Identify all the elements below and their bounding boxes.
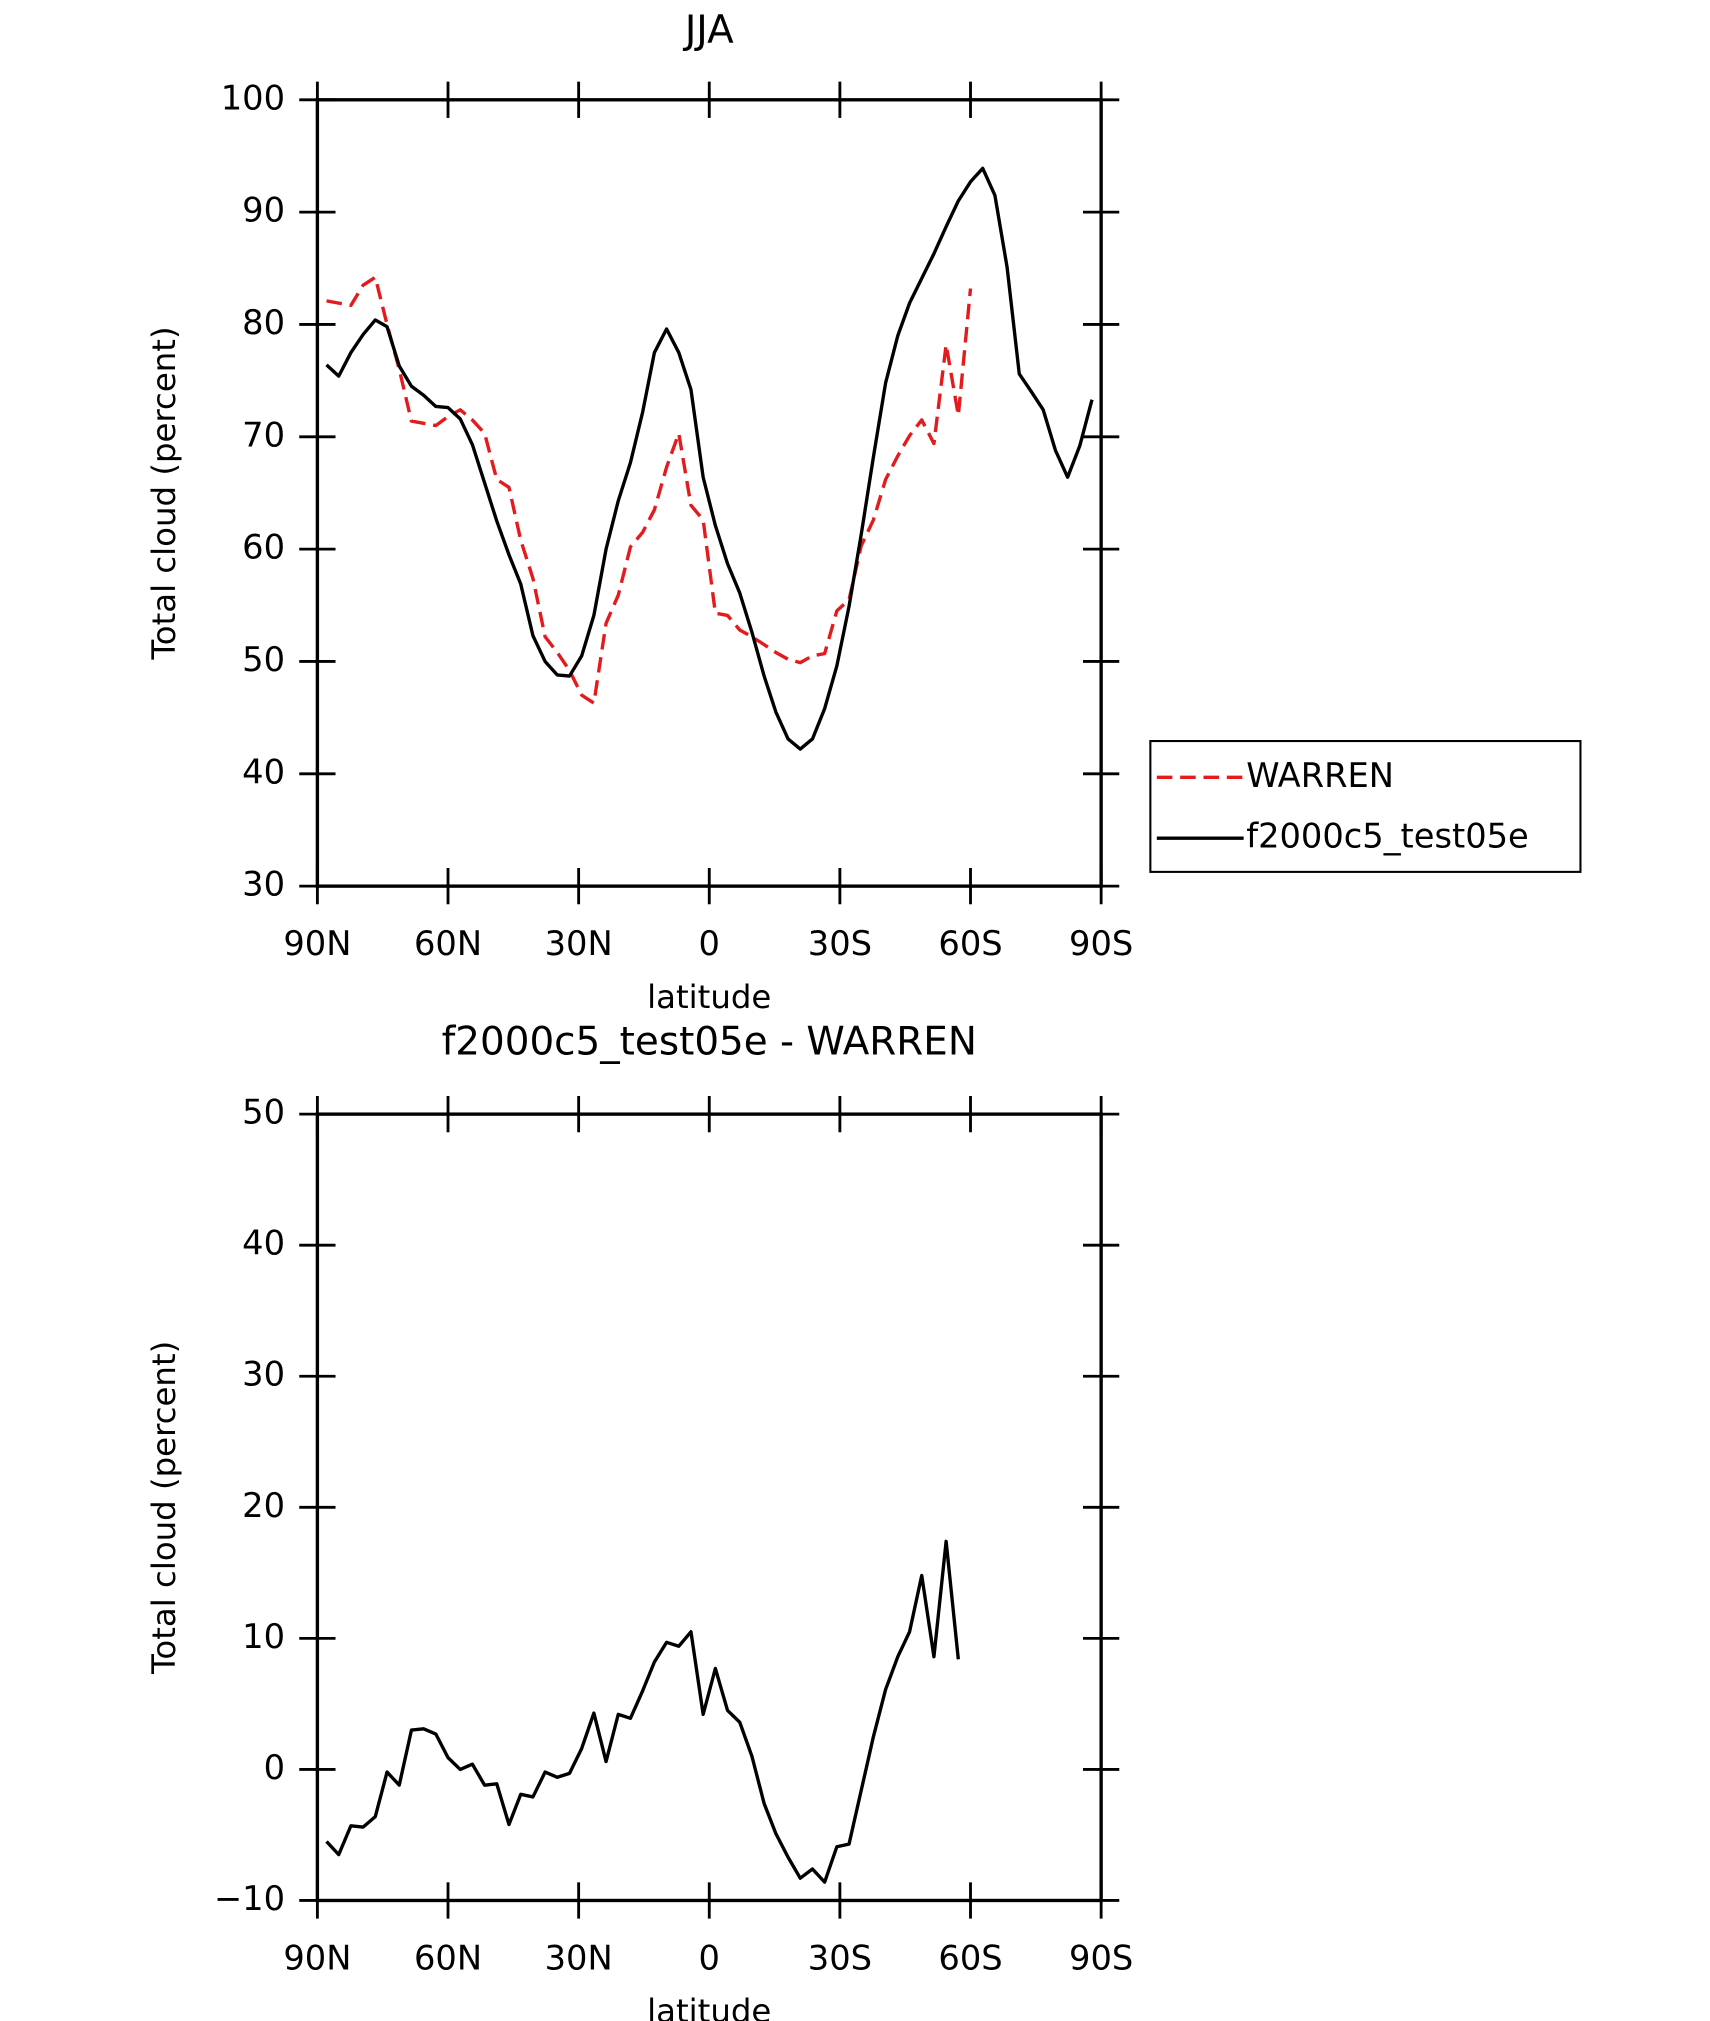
- plot-frame: [315, 98, 1103, 888]
- x-tick-label: 90N: [283, 924, 351, 963]
- x-tick-label: 60S: [938, 924, 1002, 963]
- y-tick-label: 30: [242, 865, 285, 904]
- chart-title: f2000c5_test05e - WARREN: [442, 1020, 977, 1065]
- chart: f2000c5_test05e - WARREN latitude Total cl…: [145, 1020, 1133, 2021]
- legend-box: [1149, 740, 1582, 873]
- y-tick-label: 30: [242, 1355, 285, 1394]
- y-tick-label: 50: [242, 640, 285, 679]
- y-tick-label: 50: [242, 1093, 285, 1132]
- y-axis-label: Total cloud (percent): [145, 326, 183, 660]
- chart: JJA latitude Total cloud (percent) 30 40 50 60…: [145, 8, 1582, 1016]
- chart-title: JJA: [682, 8, 734, 53]
- y-axis-label: Total cloud (percent): [145, 1341, 183, 1675]
- x-tick-label: 0: [699, 924, 720, 963]
- y-tick-label: 40: [242, 1224, 285, 1263]
- x-axis-label: latitude: [647, 978, 771, 1016]
- y-tick-label: 70: [242, 415, 285, 454]
- legend-label: WARREN: [1246, 756, 1394, 795]
- y-tick-label: 10: [242, 1617, 285, 1656]
- y-tick-label: 100: [221, 78, 285, 117]
- x-tick-label: 90S: [1069, 924, 1133, 963]
- x-tick-label: 0: [699, 1939, 720, 1978]
- x-tick-label: 90S: [1069, 1939, 1133, 1978]
- y-tick-label: −10: [214, 1879, 285, 1918]
- x-tick-label: 60N: [414, 1939, 482, 1978]
- x-tick-label: 30S: [808, 924, 872, 963]
- x-tick-label: 30N: [545, 924, 613, 963]
- x-tick-label: 30N: [545, 1939, 613, 1978]
- y-tick-label: 80: [242, 303, 285, 342]
- data-line: [326, 275, 973, 705]
- y-tick-label: 0: [264, 1748, 285, 1787]
- x-tick-label: 90N: [283, 1939, 351, 1978]
- data-line: [325, 1539, 961, 1884]
- y-tick-label: 20: [242, 1486, 285, 1525]
- plot-frame: [315, 1112, 1103, 1903]
- x-tick-label: 60S: [938, 1939, 1002, 1978]
- x-tick-label: 30S: [808, 1939, 872, 1978]
- legend-label: f2000c5_test05e: [1246, 817, 1529, 856]
- x-tick-label: 60N: [414, 924, 482, 963]
- y-tick-label: 60: [242, 528, 285, 567]
- y-tick-label: 40: [242, 752, 285, 791]
- x-axis-label: latitude: [647, 1992, 771, 2021]
- y-tick-label: 90: [242, 191, 285, 230]
- data-line: [325, 166, 1094, 751]
